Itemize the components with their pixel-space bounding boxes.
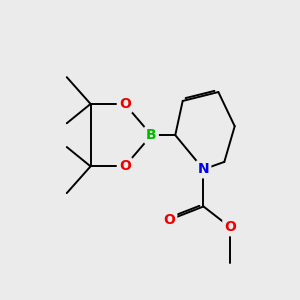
Text: O: O <box>224 220 236 234</box>
Text: O: O <box>164 213 175 227</box>
Text: B: B <box>146 128 157 142</box>
Text: N: N <box>198 162 209 176</box>
Text: O: O <box>119 97 131 111</box>
Text: O: O <box>119 159 131 173</box>
